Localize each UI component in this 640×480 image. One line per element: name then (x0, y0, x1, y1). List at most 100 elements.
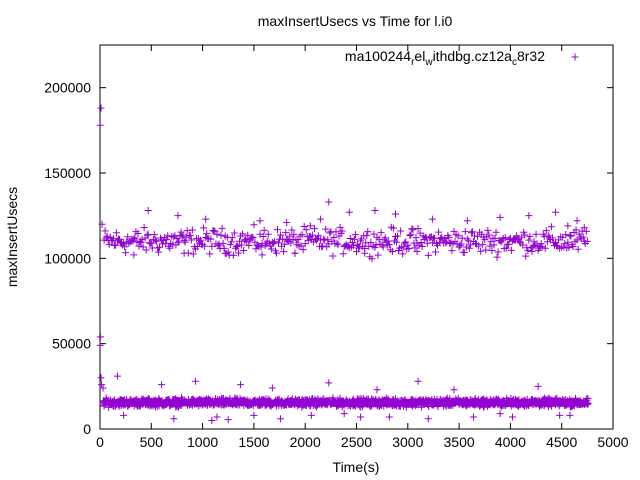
data-point (217, 231, 225, 239)
data-point (407, 231, 415, 239)
data-point (290, 230, 298, 238)
data-point (219, 239, 227, 247)
data-point (526, 232, 534, 240)
data-point (450, 386, 458, 394)
data-point (508, 413, 516, 421)
data-point (232, 243, 240, 251)
data-point (275, 239, 283, 247)
data-point (491, 234, 499, 242)
data-point (206, 250, 214, 258)
data-point (532, 230, 540, 238)
data-point (448, 247, 456, 255)
x-tick-label: 4500 (546, 434, 577, 450)
data-point (353, 248, 360, 256)
axis-ticks: 0 500 1000 1500 2000 2500 3000 3500 4000 4500 5000… (44, 45, 629, 450)
data-point (377, 229, 385, 237)
data-point (115, 235, 123, 243)
data-point (301, 240, 309, 248)
data-point (332, 228, 340, 236)
data-point (306, 222, 314, 230)
data-point (320, 235, 328, 243)
data-point (267, 245, 275, 253)
data-point (516, 238, 524, 246)
data-point (435, 228, 443, 236)
data-point (319, 242, 327, 250)
data-point (479, 240, 487, 248)
data-point (138, 235, 146, 243)
data-point (525, 212, 533, 220)
data-point (418, 242, 426, 250)
data-point (456, 241, 464, 249)
data-point (299, 246, 307, 254)
data-point (572, 226, 580, 234)
legend-marker-plus (571, 53, 579, 61)
data-point (113, 372, 121, 380)
y-tick-label: 50000 (52, 336, 91, 352)
x-tick-label: 2500 (341, 434, 372, 450)
data-point (203, 230, 211, 238)
data-point (362, 239, 370, 247)
data-point (574, 245, 582, 253)
data-point (257, 243, 265, 251)
data-point (152, 237, 160, 245)
data-point (336, 394, 344, 402)
data-point (488, 246, 496, 254)
data-point (112, 229, 120, 237)
data-point (334, 241, 342, 249)
data-point (542, 227, 550, 235)
data-point (414, 224, 422, 232)
y-axis-label: maxInsertUsecs (4, 187, 20, 287)
data-point (385, 241, 393, 249)
data-point (270, 238, 278, 246)
data-point (494, 248, 502, 256)
data-point (408, 225, 416, 233)
data-point (582, 227, 590, 235)
data-point (394, 232, 402, 240)
data-point (158, 381, 166, 389)
data-point (105, 241, 113, 249)
data-point (240, 246, 248, 254)
data-point (475, 242, 483, 250)
data-point (544, 232, 552, 240)
data-point (411, 244, 419, 252)
data-point (322, 225, 330, 233)
data-point (393, 238, 401, 246)
data-point (207, 235, 215, 243)
data-point (519, 241, 527, 249)
data-point (122, 249, 130, 257)
data-point (463, 217, 471, 225)
legend-marker (571, 53, 579, 61)
data-point (224, 416, 232, 424)
data-point (304, 236, 312, 244)
data-point (97, 374, 105, 382)
data-point (236, 237, 244, 245)
x-tick-label: 1000 (187, 434, 218, 450)
data-point (424, 415, 432, 423)
data-point (283, 218, 291, 226)
data-point (404, 241, 412, 249)
data-point (556, 411, 564, 419)
data-point (193, 242, 201, 250)
data-point (507, 246, 515, 254)
data-point (406, 232, 414, 240)
data-point (131, 234, 139, 242)
data-point (297, 242, 305, 250)
data-point (261, 241, 269, 249)
data-point (537, 240, 545, 248)
data-point (567, 232, 575, 240)
data-point (367, 238, 375, 246)
data-point (583, 237, 591, 245)
data-point (372, 241, 380, 249)
y-tick-label: 100000 (44, 250, 91, 266)
data-point (463, 235, 471, 243)
data-point (221, 249, 229, 257)
data-point (535, 244, 543, 252)
data-point (142, 246, 150, 254)
data-point (562, 231, 570, 239)
data-point (417, 238, 425, 246)
data-point (273, 226, 281, 234)
data-point (482, 246, 490, 254)
data-point (423, 239, 431, 247)
data-point (208, 416, 216, 424)
data-point (468, 228, 476, 236)
